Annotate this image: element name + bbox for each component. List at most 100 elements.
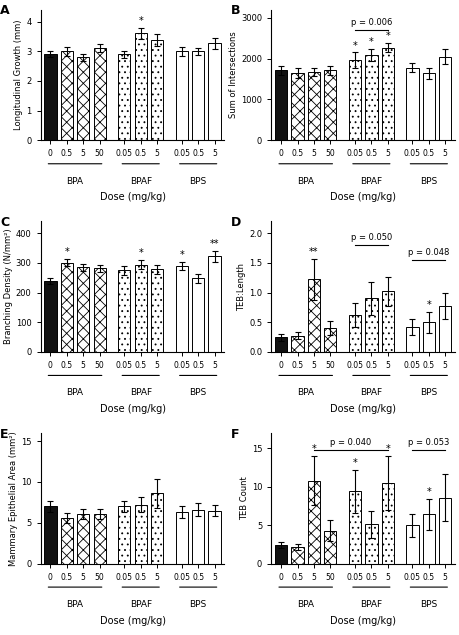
Bar xyxy=(308,481,320,564)
Bar xyxy=(439,305,451,352)
Text: BPA: BPA xyxy=(297,600,314,609)
Bar xyxy=(61,263,73,352)
Bar xyxy=(151,493,163,564)
Text: BPS: BPS xyxy=(190,177,207,186)
Bar xyxy=(134,265,147,352)
Bar xyxy=(118,507,130,564)
Y-axis label: Mammary Epithelial Area (mm²): Mammary Epithelial Area (mm²) xyxy=(9,431,18,566)
Bar xyxy=(275,545,287,564)
Bar xyxy=(77,267,90,352)
Text: *: * xyxy=(426,487,431,497)
Bar xyxy=(349,491,361,564)
Bar xyxy=(192,510,204,564)
Bar xyxy=(308,72,320,140)
Text: *: * xyxy=(138,16,143,26)
Text: BPS: BPS xyxy=(190,600,207,609)
Text: p = 0.048: p = 0.048 xyxy=(408,248,449,257)
Bar xyxy=(324,328,336,352)
Bar xyxy=(423,73,435,140)
Text: Dose (mg/kg): Dose (mg/kg) xyxy=(100,616,166,626)
Bar xyxy=(275,70,287,140)
Bar xyxy=(61,51,73,140)
Text: *: * xyxy=(426,300,431,310)
Text: *: * xyxy=(369,37,374,48)
Bar xyxy=(349,315,361,352)
Text: D: D xyxy=(231,216,241,229)
Text: *: * xyxy=(179,250,184,260)
Text: *: * xyxy=(138,248,143,258)
Bar xyxy=(151,269,163,352)
Text: Dose (mg/kg): Dose (mg/kg) xyxy=(330,616,396,626)
Bar xyxy=(291,547,304,564)
Bar xyxy=(381,48,394,140)
Text: Dose (mg/kg): Dose (mg/kg) xyxy=(100,404,166,414)
Bar xyxy=(324,70,336,140)
Bar xyxy=(208,511,221,564)
Text: BPAF: BPAF xyxy=(360,389,382,398)
Text: *: * xyxy=(353,41,358,51)
Y-axis label: TEB:Length: TEB:Length xyxy=(237,263,246,311)
Text: BPAF: BPAF xyxy=(129,177,152,186)
Text: C: C xyxy=(0,216,9,229)
Text: BPAF: BPAF xyxy=(360,177,382,186)
Bar xyxy=(192,51,204,140)
Text: E: E xyxy=(0,428,9,441)
Bar xyxy=(77,57,90,140)
Text: **: ** xyxy=(309,247,319,257)
Bar xyxy=(208,257,221,352)
Bar xyxy=(365,525,378,564)
Bar xyxy=(94,514,106,564)
Bar xyxy=(151,40,163,140)
Text: p = 0.053: p = 0.053 xyxy=(408,438,449,446)
Bar xyxy=(118,54,130,140)
Y-axis label: Sum of Intersections: Sum of Intersections xyxy=(230,32,238,118)
Bar xyxy=(176,266,188,352)
Bar xyxy=(291,73,304,140)
Bar xyxy=(134,34,147,140)
Bar xyxy=(308,279,320,352)
Text: BPS: BPS xyxy=(420,177,437,186)
Bar xyxy=(118,271,130,352)
Bar xyxy=(406,67,419,140)
Text: BPAF: BPAF xyxy=(129,389,152,398)
Bar xyxy=(406,327,419,352)
Bar xyxy=(192,278,204,352)
Text: BPA: BPA xyxy=(297,177,314,186)
Bar xyxy=(381,291,394,352)
Text: p = 0.050: p = 0.050 xyxy=(351,233,392,242)
Text: BPA: BPA xyxy=(67,600,84,609)
Text: BPS: BPS xyxy=(190,389,207,398)
Text: BPAF: BPAF xyxy=(360,600,382,609)
Y-axis label: Longitudinal Growth (mm): Longitudinal Growth (mm) xyxy=(14,20,23,130)
Bar xyxy=(365,298,378,352)
Bar xyxy=(423,322,435,352)
Text: *: * xyxy=(312,444,316,454)
Text: *: * xyxy=(64,248,69,257)
Bar xyxy=(77,514,90,564)
Bar xyxy=(324,531,336,564)
Text: **: ** xyxy=(210,239,219,249)
Text: p = 0.006: p = 0.006 xyxy=(351,18,392,27)
Bar xyxy=(439,497,451,564)
Bar xyxy=(275,337,287,352)
Y-axis label: Branching Density (N/mm²): Branching Density (N/mm²) xyxy=(4,229,13,344)
Bar xyxy=(406,525,419,564)
Text: BPA: BPA xyxy=(67,177,84,186)
Text: *: * xyxy=(386,30,390,41)
Bar xyxy=(94,268,106,352)
Text: B: B xyxy=(231,4,240,17)
Text: Dose (mg/kg): Dose (mg/kg) xyxy=(100,192,166,203)
Bar xyxy=(365,55,378,140)
Bar xyxy=(381,483,394,564)
Text: BPA: BPA xyxy=(67,389,84,398)
Text: Dose (mg/kg): Dose (mg/kg) xyxy=(330,192,396,203)
Bar xyxy=(423,514,435,564)
Bar xyxy=(44,507,56,564)
Bar xyxy=(349,60,361,140)
Bar xyxy=(134,505,147,564)
Bar xyxy=(291,336,304,352)
Text: BPS: BPS xyxy=(420,389,437,398)
Bar xyxy=(176,51,188,140)
Text: *: * xyxy=(386,444,390,454)
Text: Dose (mg/kg): Dose (mg/kg) xyxy=(330,404,396,414)
